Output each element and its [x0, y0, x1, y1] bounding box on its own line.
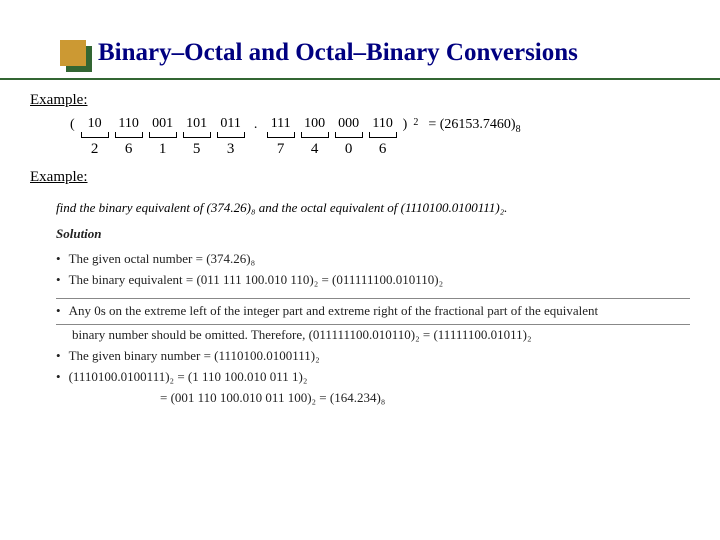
solution-label: Solution: [56, 224, 690, 245]
problem-statement: find the binary equivalent of (374.26)₈ …: [56, 200, 690, 216]
slide-container: Binary–Octal and Octal–Binary Conversion…: [0, 0, 720, 540]
example-label-2: Example:: [30, 169, 690, 186]
solution-line-3b: binary number should be omitted. Therefo…: [72, 325, 690, 346]
solution-block: Solution • The given octal number = (374…: [56, 224, 690, 408]
bin-group-4: 011 3: [217, 117, 245, 157]
bin-group-3: 101 5: [183, 117, 211, 157]
solution-line-2: • The binary equivalent = (011 111 100.0…: [56, 270, 690, 291]
bin-group-5: 111 7: [267, 117, 295, 157]
bin-group-8: 110 6: [369, 117, 397, 157]
bin-group-0: 10 2: [81, 117, 109, 157]
bullet-icon: •: [56, 301, 61, 322]
title-area: Binary–Octal and Octal–Binary Conversion…: [30, 38, 690, 68]
solution-line-1: • The given octal number = (374.26)₈: [56, 249, 690, 270]
example-label-1: Example:: [30, 92, 690, 109]
binary-to-octal-row: ( 10 2 110 6 001 1 101 5 011: [30, 117, 690, 157]
solution-line-4: • The given binary number = (1110100.010…: [56, 346, 690, 367]
bin-group-2: 001 1: [149, 117, 177, 157]
solution-line-5b: = (001 110 100.010 011 100)₂ = (164.234)…: [160, 388, 690, 409]
bullet-icon: •: [56, 249, 61, 270]
bin-group-1: 110 6: [115, 117, 143, 157]
solution-line-5: • (1110100.0100111)₂ = (1 110 100.010 01…: [56, 367, 690, 388]
bin-group-7: 000 0: [335, 117, 363, 157]
radix-point: .: [251, 117, 261, 133]
open-paren: (: [70, 117, 75, 133]
octal-result: = (26153.7460)8: [428, 117, 520, 135]
bullet-icon: •: [56, 346, 61, 367]
title-underline: [0, 78, 720, 80]
solution-line-3: • Any 0s on the extreme left of the inte…: [56, 298, 690, 325]
close-paren: ): [403, 117, 408, 133]
title-bullet-icon: [60, 40, 86, 66]
bin-subscript: 2: [413, 117, 418, 128]
bullet-icon: •: [56, 367, 61, 388]
bullet-icon: •: [56, 270, 61, 291]
page-title: Binary–Octal and Octal–Binary Conversion…: [98, 38, 690, 68]
bin-group-6: 100 4: [301, 117, 329, 157]
